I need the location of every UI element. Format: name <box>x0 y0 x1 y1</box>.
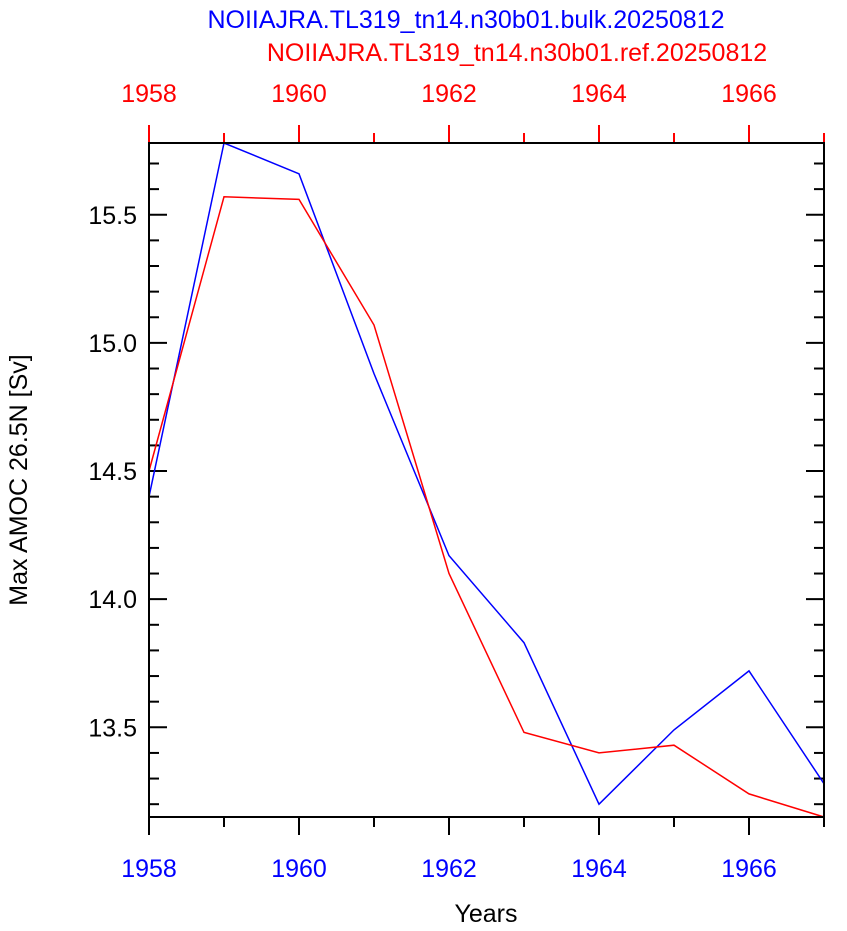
y-tick-label: 15.0 <box>88 330 137 358</box>
series-layer <box>148 141 825 818</box>
bottom-x-tick-label: 1960 <box>271 855 327 883</box>
y-tick-label: 15.5 <box>88 202 137 230</box>
top-x-tick-label: 1964 <box>571 80 627 108</box>
left-y-axis: 13.5 14.0 14.5 15.0 15.5 <box>88 162 167 806</box>
top-x-tick-label: 1960 <box>271 80 327 108</box>
x-axis-title: Years <box>454 900 517 928</box>
series-line-bulk <box>148 141 825 806</box>
y-tick-label: 14.5 <box>88 458 137 486</box>
right-y-axis <box>806 162 824 806</box>
top-x-tick-label: 1962 <box>421 80 477 108</box>
chart-title-bulk: NOIIAJRA.TL319_tn14.n30b01.bulk.20250812 <box>207 6 724 34</box>
bottom-x-tick-label: 1962 <box>421 855 477 883</box>
series-line-ref <box>148 196 825 818</box>
bottom-x-tick-label: 1958 <box>121 855 177 883</box>
bottom-x-tick-label: 1966 <box>721 855 777 883</box>
y-tick-label: 13.5 <box>88 714 137 742</box>
plot-frame <box>148 142 825 818</box>
chart-title-ref: NOIIAJRA.TL319_tn14.n30b01.ref.20250812 <box>267 39 767 67</box>
bottom-x-axis: 1958 1960 1962 1964 1966 <box>121 817 825 883</box>
bottom-x-tick-label: 1964 <box>571 855 627 883</box>
top-x-tick-label: 1958 <box>121 80 177 108</box>
y-axis-title: Max AMOC 26.5N [Sv] <box>5 354 33 605</box>
top-x-tick-label: 1966 <box>721 80 777 108</box>
top-x-axis: 1958 1960 1962 1964 1966 <box>121 80 825 143</box>
y-tick-label: 14.0 <box>88 586 137 614</box>
